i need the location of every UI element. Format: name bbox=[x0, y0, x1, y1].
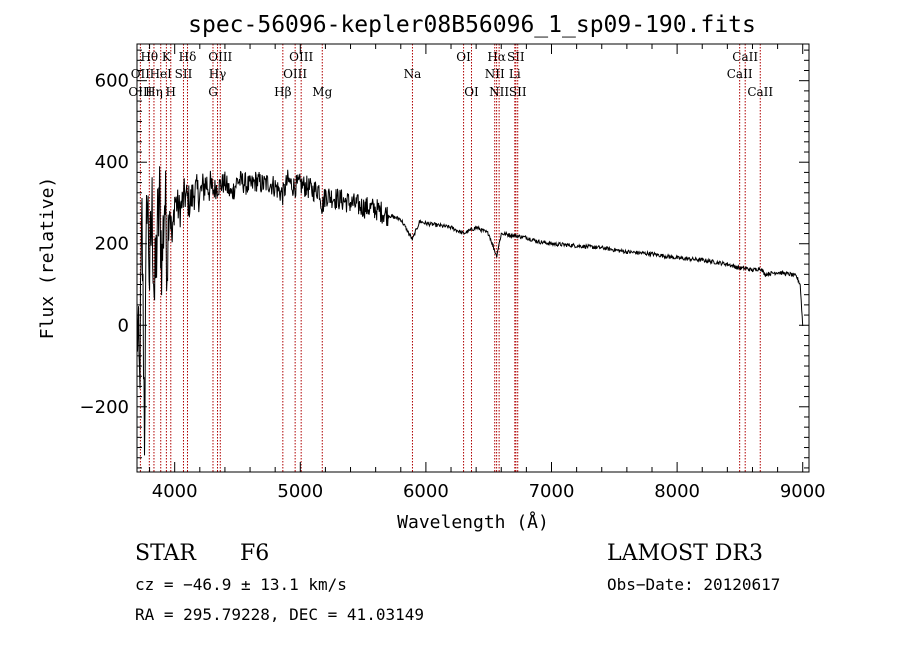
object-subclass: F6 bbox=[240, 541, 269, 566]
redshift-cz: cz = −46.9 ± 13.1 km/s bbox=[135, 575, 347, 594]
spectrum-flux-line bbox=[136, 166, 804, 456]
x-tick-label: 4000 bbox=[152, 481, 198, 502]
spectral-line-label: HeI bbox=[150, 67, 173, 81]
spectral-line-label: Li bbox=[509, 67, 521, 81]
spectral-line-label: OIII bbox=[289, 50, 313, 64]
spectral-line-label: OIII bbox=[283, 67, 307, 81]
survey-name: LAMOST DR3 bbox=[607, 541, 763, 566]
x-tick-label: 5000 bbox=[277, 481, 323, 502]
spectral-line-label: CaII bbox=[727, 67, 753, 81]
spectral-line-label: SII bbox=[175, 67, 193, 81]
spectral-line-label: NII bbox=[485, 67, 505, 81]
spectral-line-label: Na bbox=[404, 67, 422, 81]
spectral-line-label: Hβ bbox=[274, 85, 291, 99]
spectral-line-label: Hθ bbox=[140, 50, 158, 64]
ra-dec-coordinates: RA = 295.79228, DEC = 41.03149 bbox=[135, 605, 424, 624]
spectral-line-markers: Hθ OII OIII K HeI Hη Hδ SII H OIII Hγ G OIII OIII Hβ Mg… bbox=[128, 44, 773, 472]
x-tick-label: 9000 bbox=[780, 481, 826, 502]
observation-date: Obs−Date: 20120617 bbox=[607, 575, 780, 594]
spectral-line-label: CaII bbox=[747, 85, 773, 99]
y-axis-label: Flux (relative) bbox=[37, 177, 58, 340]
series-layer bbox=[136, 166, 804, 456]
x-tick-label: 6000 bbox=[403, 481, 449, 502]
y-tick-label: 0 bbox=[118, 315, 129, 336]
x-axis-label: Wavelength (Å) bbox=[397, 511, 549, 533]
y-tick-label: 200 bbox=[95, 234, 129, 255]
spectral-line-label: Mg bbox=[312, 85, 332, 99]
spectral-line-label: NII bbox=[489, 85, 509, 99]
spectral-line-label: H bbox=[166, 85, 176, 99]
chart-title: spec-56096-kepler08B56096_1_sp09-190.fit… bbox=[188, 12, 756, 38]
spectral-line-label: K bbox=[162, 50, 172, 64]
spectral-line-label: OII bbox=[131, 67, 151, 81]
spectral-line-label: CaII bbox=[732, 50, 758, 64]
spectral-line-label: OIII bbox=[128, 85, 152, 99]
spectral-line-label: OIII bbox=[208, 50, 232, 64]
spectral-line-label: Hδ bbox=[179, 50, 197, 64]
spectral-line-label: OI bbox=[456, 50, 471, 64]
x-tick-label: 7000 bbox=[529, 481, 575, 502]
spectral-line-label: SII bbox=[509, 85, 527, 99]
y-tick-label: 400 bbox=[95, 152, 129, 173]
object-class: STAR bbox=[135, 541, 197, 566]
spectral-line-label: OI bbox=[464, 85, 479, 99]
spectral-line-label: G bbox=[208, 85, 218, 99]
spectral-line-label: SII bbox=[507, 50, 525, 64]
y-tick-label: 600 bbox=[95, 71, 129, 92]
y-tick-label: −200 bbox=[80, 397, 129, 418]
x-tick-label: 8000 bbox=[654, 481, 700, 502]
spectral-line-label: Hη bbox=[145, 85, 163, 99]
spectral-line-label: Hγ bbox=[209, 67, 227, 81]
plot-frame bbox=[136, 43, 810, 473]
axis-ticks: 4000 5000 6000 7000 8000 9000 −200 0 200 400 600 bbox=[80, 44, 826, 502]
spectral-line-label: Hα bbox=[487, 50, 506, 64]
